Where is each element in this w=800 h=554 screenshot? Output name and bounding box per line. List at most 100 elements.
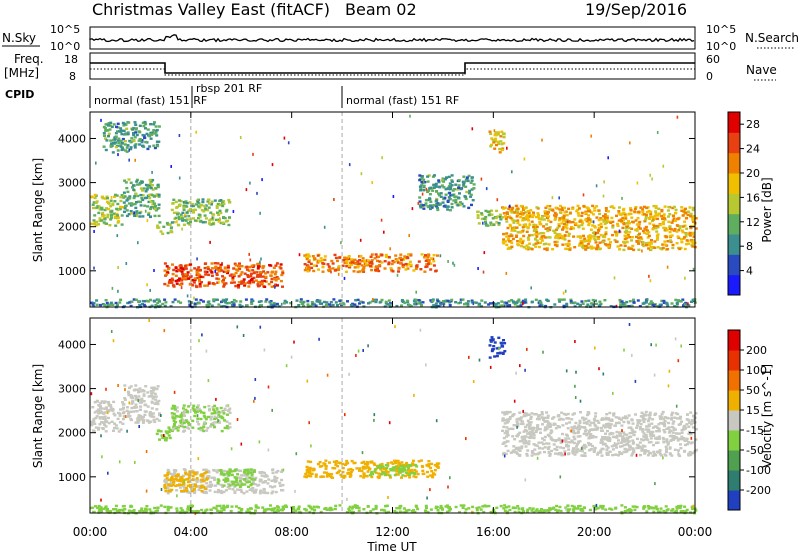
echo-pixel xyxy=(217,270,221,273)
echo-pixel xyxy=(144,410,148,413)
echo-pixel xyxy=(176,300,180,303)
echo-pixel xyxy=(186,222,190,225)
echo-pixel xyxy=(102,221,106,224)
echo-pixel xyxy=(576,448,580,451)
echo-pixel xyxy=(228,487,232,490)
echo-pixel xyxy=(192,217,195,220)
echo-pixel xyxy=(199,428,203,432)
echo-pixel xyxy=(166,485,170,488)
echo-pixel xyxy=(474,301,478,304)
echo-pixel xyxy=(203,472,207,475)
echo-pixel xyxy=(129,304,133,308)
echo-pixel xyxy=(512,221,516,224)
echo-pixel xyxy=(570,225,573,229)
echo-pixel xyxy=(276,469,280,473)
echo-pixel xyxy=(477,267,479,270)
echo-pixel xyxy=(224,220,228,223)
echo-pixel xyxy=(239,273,243,276)
echo-pixel xyxy=(100,118,102,122)
echo-pixel xyxy=(540,441,544,444)
echo-pixel xyxy=(137,183,141,186)
echo-pixel xyxy=(274,285,276,289)
echo-pixel xyxy=(158,412,161,415)
echo-pixel xyxy=(170,407,174,410)
echo-pixel xyxy=(524,211,528,214)
echo-pixel xyxy=(133,202,137,206)
echo-pixel xyxy=(412,475,416,478)
echo-pixel xyxy=(525,216,529,219)
echo-pixel xyxy=(167,483,171,486)
echo-pixel xyxy=(102,145,106,148)
echo-pixel xyxy=(214,269,216,273)
echo-pixel xyxy=(344,463,347,466)
echo-pixel xyxy=(404,268,408,271)
echo-pixel xyxy=(694,412,698,415)
echo-pixel xyxy=(102,417,106,420)
echo-pixel xyxy=(648,274,650,278)
echo-pixel xyxy=(111,408,115,411)
echo-pixel xyxy=(467,174,471,178)
echo-pixel xyxy=(149,298,152,302)
echo-pixel xyxy=(553,447,557,451)
echo-pixel xyxy=(427,260,431,263)
echo-pixel xyxy=(426,470,429,474)
echo-pixel xyxy=(376,267,379,270)
echo-pixel xyxy=(185,205,189,208)
echo-pixel xyxy=(585,239,589,242)
echo-pixel xyxy=(249,181,251,185)
echo-pixel xyxy=(647,241,651,244)
echo-pixel xyxy=(129,385,133,388)
echo-pixel xyxy=(647,234,651,238)
echo-pixel xyxy=(377,255,380,258)
echo-pixel xyxy=(625,235,629,238)
echo-pixel xyxy=(201,198,205,201)
echo-pixel xyxy=(222,216,226,219)
echo-pixel xyxy=(631,452,635,455)
echo-pixel xyxy=(527,246,531,249)
echo-pixel xyxy=(682,437,686,440)
echo-pixel xyxy=(609,305,613,308)
echo-pixel xyxy=(585,422,589,425)
echo-pixel xyxy=(154,209,158,212)
echo-pixel xyxy=(135,133,139,137)
echo-pixel xyxy=(609,419,613,422)
echo-pixel xyxy=(554,213,558,216)
echo-pixel xyxy=(307,260,311,264)
echo-pixel xyxy=(505,435,509,438)
echo-pixel xyxy=(222,412,226,415)
echo-pixel xyxy=(171,272,175,276)
echo-pixel xyxy=(649,437,653,440)
echo-pixel xyxy=(264,300,268,303)
echo-pixel xyxy=(140,197,144,200)
echo-pixel xyxy=(239,300,243,303)
echo-pixel xyxy=(243,282,247,285)
echo-pixel xyxy=(90,420,94,424)
echo-pixel xyxy=(107,135,110,138)
echo-pixel xyxy=(649,213,653,216)
echo-pixel xyxy=(685,242,688,246)
echo-pixel xyxy=(345,257,348,260)
echo-pixel xyxy=(620,504,624,507)
echo-pixel xyxy=(655,430,659,433)
echo-pixel xyxy=(561,243,565,246)
echo-pixel xyxy=(501,419,505,422)
echo-pixel xyxy=(534,233,538,236)
echo-pixel xyxy=(123,143,127,146)
echo-pixel xyxy=(119,408,122,411)
echo-pixel xyxy=(106,197,109,200)
echo-pixel xyxy=(126,190,130,193)
echo-pixel xyxy=(611,220,615,223)
freq-tick-top: 18 xyxy=(64,53,78,66)
echo-pixel xyxy=(185,478,189,481)
echo-pixel xyxy=(649,440,653,444)
echo-pixel xyxy=(222,473,226,477)
echo-pixel xyxy=(208,483,212,486)
echo-pixel xyxy=(540,413,544,416)
echo-pixel xyxy=(412,463,415,466)
echo-pixel xyxy=(612,414,616,417)
echo-pixel xyxy=(647,209,651,213)
echo-pixel xyxy=(540,508,543,511)
echo-pixel xyxy=(472,183,476,186)
echo-pixel xyxy=(537,213,540,217)
